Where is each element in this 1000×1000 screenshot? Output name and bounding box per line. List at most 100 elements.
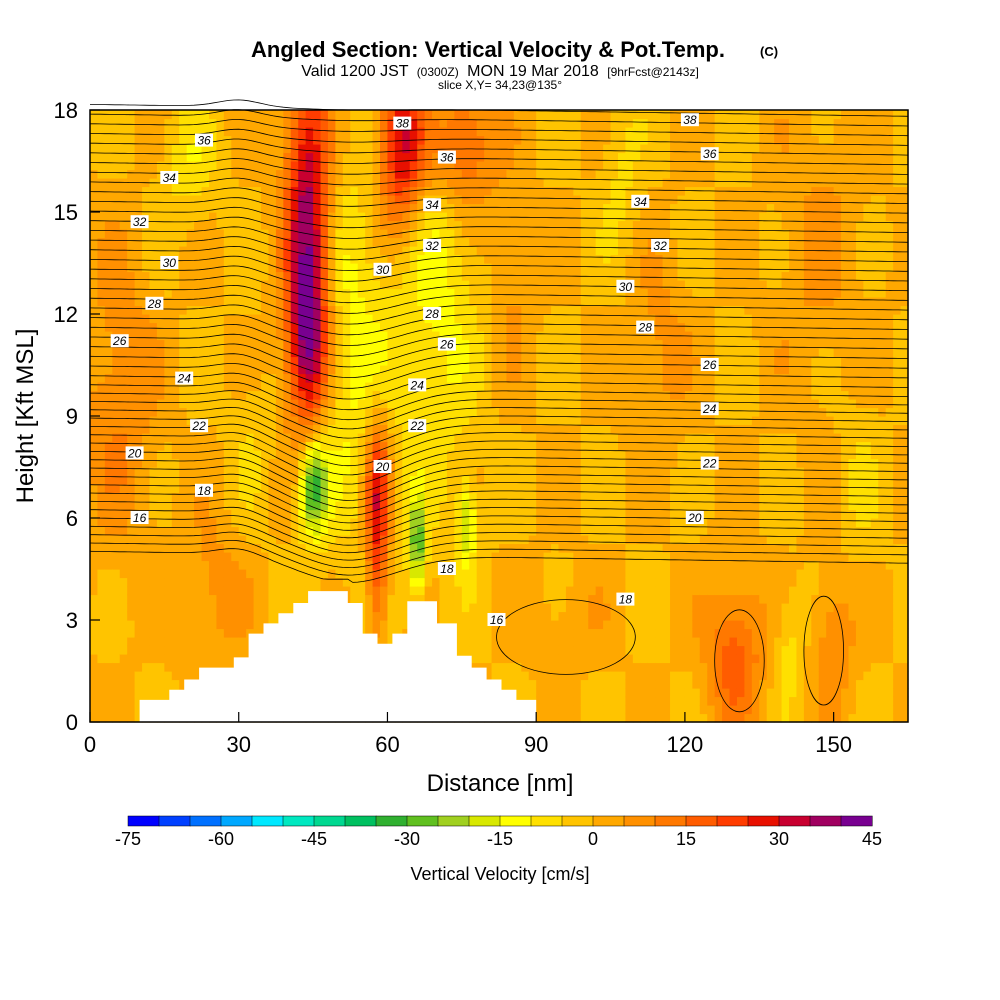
velocity-cell bbox=[528, 586, 537, 596]
velocity-cell bbox=[268, 441, 277, 451]
velocity-cell bbox=[365, 135, 374, 145]
velocity-cell bbox=[320, 441, 329, 451]
velocity-cell bbox=[565, 458, 574, 468]
velocity-cell bbox=[521, 246, 530, 256]
velocity-cell bbox=[580, 322, 589, 332]
velocity-cell bbox=[208, 628, 218, 638]
velocity-cell bbox=[156, 305, 165, 315]
velocity-cell bbox=[454, 577, 463, 587]
velocity-cell bbox=[149, 518, 158, 528]
velocity-cell bbox=[298, 424, 307, 434]
velocity-cell bbox=[112, 433, 121, 443]
velocity-cell bbox=[432, 526, 441, 536]
velocity-cell bbox=[484, 637, 493, 647]
velocity-cell bbox=[223, 611, 232, 621]
velocity-cell bbox=[499, 526, 508, 536]
velocity-cell bbox=[580, 484, 589, 494]
velocity-cell bbox=[528, 603, 537, 613]
velocity-cell bbox=[484, 484, 493, 494]
velocity-cell bbox=[491, 220, 500, 230]
velocity-cell bbox=[484, 152, 493, 162]
velocity-cell bbox=[469, 195, 478, 205]
velocity-cell bbox=[171, 671, 180, 681]
velocity-cell bbox=[484, 110, 493, 120]
velocity-cell bbox=[558, 246, 567, 256]
velocity-cell bbox=[372, 169, 381, 179]
velocity-cell bbox=[469, 509, 478, 519]
velocity-cell bbox=[313, 127, 322, 137]
velocity-cell bbox=[231, 373, 240, 383]
velocity-cell bbox=[327, 229, 336, 239]
velocity-cell bbox=[372, 450, 381, 460]
velocity-cell bbox=[573, 560, 582, 570]
velocity-cell bbox=[231, 569, 240, 579]
velocity-cell bbox=[528, 654, 537, 664]
velocity-cell bbox=[551, 569, 560, 579]
velocity-cell bbox=[127, 305, 136, 315]
velocity-cell bbox=[201, 271, 210, 281]
velocity-cell bbox=[409, 305, 418, 315]
velocity-cell bbox=[305, 543, 314, 553]
velocity-cell bbox=[588, 144, 597, 154]
velocity-cell bbox=[565, 705, 574, 715]
velocity-cell bbox=[216, 399, 225, 409]
velocity-cell bbox=[476, 407, 485, 417]
velocity-cell bbox=[164, 441, 173, 451]
velocity-cell bbox=[543, 603, 552, 613]
velocity-cell bbox=[112, 560, 121, 570]
velocity-cell bbox=[238, 186, 247, 196]
velocity-cell bbox=[171, 382, 180, 392]
velocity-cell bbox=[513, 416, 522, 426]
velocity-cell bbox=[275, 297, 284, 307]
velocity-cell bbox=[313, 144, 322, 154]
velocity-cell bbox=[350, 246, 359, 256]
velocity-cell bbox=[394, 203, 403, 213]
velocity-cell bbox=[543, 484, 552, 494]
velocity-cell bbox=[127, 161, 136, 171]
velocity-cell bbox=[603, 543, 612, 553]
velocity-cell bbox=[536, 305, 545, 315]
velocity-cell bbox=[298, 509, 307, 519]
velocity-cell bbox=[97, 246, 106, 256]
velocity-cell bbox=[194, 373, 203, 383]
velocity-cell bbox=[528, 645, 537, 655]
velocity-cell bbox=[320, 169, 329, 179]
velocity-cell bbox=[283, 229, 292, 239]
velocity-cell bbox=[305, 237, 314, 247]
velocity-cell bbox=[573, 433, 582, 443]
velocity-cell bbox=[387, 237, 396, 247]
velocity-cell bbox=[201, 645, 210, 655]
velocity-cell bbox=[484, 509, 493, 519]
velocity-cell bbox=[305, 110, 314, 120]
velocity-cell bbox=[499, 322, 508, 332]
velocity-cell bbox=[499, 169, 508, 179]
velocity-cell bbox=[268, 152, 277, 162]
velocity-cell bbox=[223, 458, 232, 468]
velocity-cell bbox=[320, 586, 329, 596]
velocity-cell bbox=[97, 441, 106, 451]
velocity-cell bbox=[305, 339, 314, 349]
velocity-cell bbox=[543, 586, 552, 596]
velocity-cell bbox=[231, 246, 240, 256]
velocity-cell bbox=[394, 348, 403, 358]
velocity-cell bbox=[565, 416, 574, 426]
velocity-cell bbox=[573, 654, 582, 664]
velocity-cell bbox=[409, 229, 418, 239]
velocity-cell bbox=[536, 475, 545, 485]
velocity-cell bbox=[513, 552, 522, 562]
velocity-cell bbox=[208, 127, 218, 137]
velocity-cell bbox=[580, 220, 589, 230]
velocity-cell bbox=[603, 560, 612, 570]
velocity-cell bbox=[327, 424, 336, 434]
velocity-cell bbox=[580, 135, 589, 145]
velocity-cell bbox=[305, 161, 314, 171]
velocity-cell bbox=[223, 118, 232, 128]
velocity-cell bbox=[327, 390, 336, 400]
velocity-cell bbox=[327, 144, 336, 154]
velocity-cell bbox=[171, 475, 180, 485]
velocity-cell bbox=[365, 450, 374, 460]
velocity-cell bbox=[357, 365, 366, 375]
velocity-cell bbox=[380, 450, 389, 460]
velocity-cell bbox=[536, 178, 545, 188]
velocity-cell bbox=[513, 518, 522, 528]
